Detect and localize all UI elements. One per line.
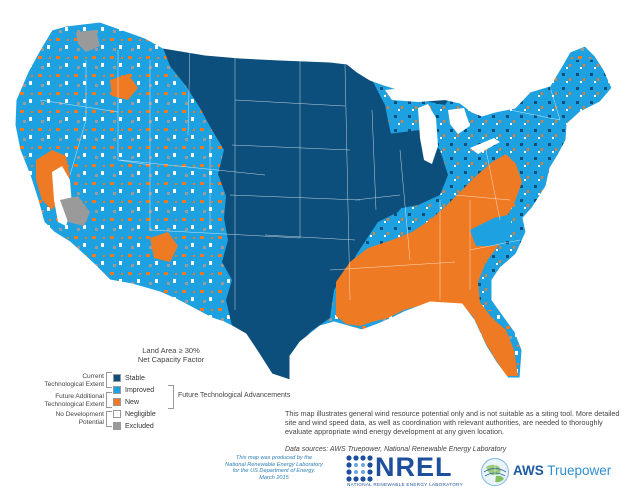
legend-item-negligible: Negligible [113,409,156,419]
produced-by-line2: National Renewable Energy Laboratory [225,461,323,468]
excluded-region-west [60,196,90,226]
legend-brace-no-development [106,411,112,427]
excluded-region-northwest [76,30,100,52]
legend-brace-future-advancements [168,385,174,409]
produced-by-line1: This map was produced by the [235,455,313,461]
legend-group-nodev-line1: No Development [55,411,104,418]
lake-michigan [418,104,438,164]
legend-group-future-line2: Technological Extent [44,400,104,408]
nrel-wordmark: NREL [375,452,453,482]
legend-group-current-line1: Current [82,373,104,380]
legend-group-nodev-line2: Potential [78,418,104,426]
legend-title-line2: Net Capacity Factor [137,355,205,364]
legend-item-stable: Stable [113,373,145,383]
aws-wordmark: AWS Truepower [513,463,611,478]
legend-label-improved: Improved [125,386,155,394]
improved-region-appalachia [470,214,512,246]
legend-brace-current [106,372,112,388]
legend-item-excluded: Excluded [113,421,154,431]
new-swatch [113,398,121,406]
legend-group-current: Current Technological Extent [22,373,104,388]
aws-word: AWS [513,463,544,478]
new-region-northern-rockies [110,74,138,100]
nrel-emblem-icon [346,455,373,482]
legend-group-no-development: No Development Potential [22,411,104,426]
legend-title: Land Area ≥ 30% Net Capacity Factor [96,346,246,364]
legend-label-excluded: Excluded [125,422,154,430]
truepower-word: Truepower [547,463,612,478]
legend-group-future-additional: Future Additional Technological Extent [22,393,104,408]
legend-future-advancements: Future Technological Advancements [178,392,291,399]
legend-item-improved: Improved [113,385,154,395]
legend-title-line1: Land Area ≥ 30% [142,346,200,355]
stable-region-plains [160,40,408,380]
state-borders [39,44,561,310]
lake-erie [470,138,500,154]
legend-group-future-line1: Future Additional [55,393,104,400]
legend-item-new: New [113,397,139,407]
nrel-subtitle: NATIONAL RENEWABLE ENERGY LABORATORY [347,482,463,487]
disclaimer-text: This map illustrates general wind resour… [285,409,620,437]
nrel-logo: NREL NATIONAL RENEWABLE ENERGY LABORATOR… [345,452,475,488]
improved-swatch [113,386,121,394]
negligible-swatch [113,410,121,418]
stable-swatch [113,374,121,382]
produced-by-line4: March 2015 [259,474,289,481]
lake-huron [448,108,470,134]
excluded-swatch [113,422,121,430]
legend-label-negligible: Negligible [125,410,156,418]
produced-by-line3: for the US Department of Energy. [232,468,316,475]
legend-label-stable: Stable [125,374,145,382]
aws-globe-icon [481,458,509,486]
new-region-southwest [150,232,178,262]
produced-by-note: This map was produced by the National Re… [214,455,334,481]
data-sources: Data sources: AWS Truepower, National Re… [285,446,507,453]
legend-brace-future [106,392,112,408]
us-wind-map [14,21,613,381]
legend-label-new: New [125,398,140,406]
aws-truepower-logo: AWS Truepower [480,455,638,489]
legend-group-current-line2: Technological Extent [44,380,104,388]
